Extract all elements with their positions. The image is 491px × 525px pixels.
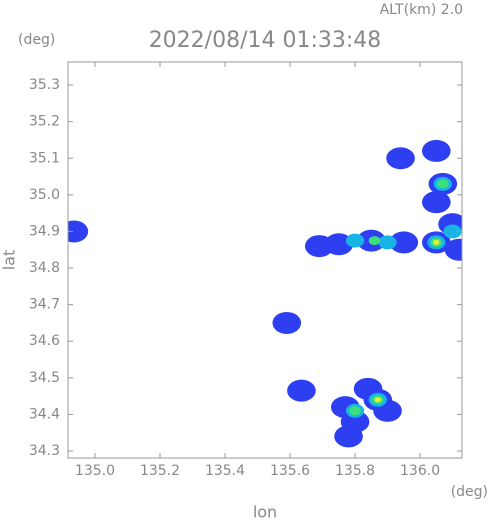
y-label: lat: [0, 250, 19, 271]
echo-cell: [374, 397, 382, 403]
echo-cell: [389, 231, 419, 254]
echo-cell: [272, 311, 302, 334]
y-tick-label: 35.2: [29, 114, 60, 130]
y-tick-label: 34.7: [29, 297, 60, 313]
y-tick-label: 34.3: [29, 443, 60, 459]
echo-cell: [444, 238, 462, 261]
echo-cell: [368, 236, 381, 246]
echo-cell: [287, 379, 316, 402]
echo-cell: [304, 235, 334, 258]
y-tick-label: 34.6: [29, 333, 60, 349]
x-unit: (deg): [451, 484, 488, 500]
echo-cell: [378, 235, 397, 250]
y-tick-label: 34.9: [29, 223, 60, 239]
y-tick-label: 35.0: [29, 187, 60, 203]
x-tick-label: 135.0: [75, 463, 115, 479]
echo-cell: [68, 220, 89, 243]
echo-cell: [433, 239, 440, 245]
echo-cell: [334, 425, 363, 448]
echo-cell: [386, 147, 415, 170]
y-tick-label: 34.5: [29, 370, 60, 386]
y-unit: (deg): [18, 32, 55, 48]
echo-cell: [443, 224, 462, 239]
x-tick-label: 135.2: [140, 463, 180, 479]
x-tick-label: 135.4: [205, 463, 245, 479]
x-tick-label: 135.8: [335, 463, 375, 479]
y-tick-label: 35.3: [29, 77, 60, 93]
altitude-label: ALT(km) 2.0: [380, 2, 463, 18]
echo-cell: [349, 406, 361, 416]
plot-area: [68, 139, 462, 448]
y-tick-label: 35.1: [29, 150, 60, 166]
y-tick-label: 34.4: [29, 406, 60, 422]
echo-cell: [422, 139, 451, 162]
chart-title: 2022/08/14 01:33:48: [149, 28, 382, 53]
x-tick-label: 136.0: [400, 463, 440, 479]
echo-cell: [345, 233, 365, 248]
echo-cell: [436, 179, 449, 189]
echo-cell: [422, 191, 451, 214]
frame: [67, 61, 463, 459]
x-label: lon: [253, 503, 277, 522]
y-tick-label: 34.8: [29, 260, 60, 276]
x-tick-label: 135.6: [270, 463, 310, 479]
